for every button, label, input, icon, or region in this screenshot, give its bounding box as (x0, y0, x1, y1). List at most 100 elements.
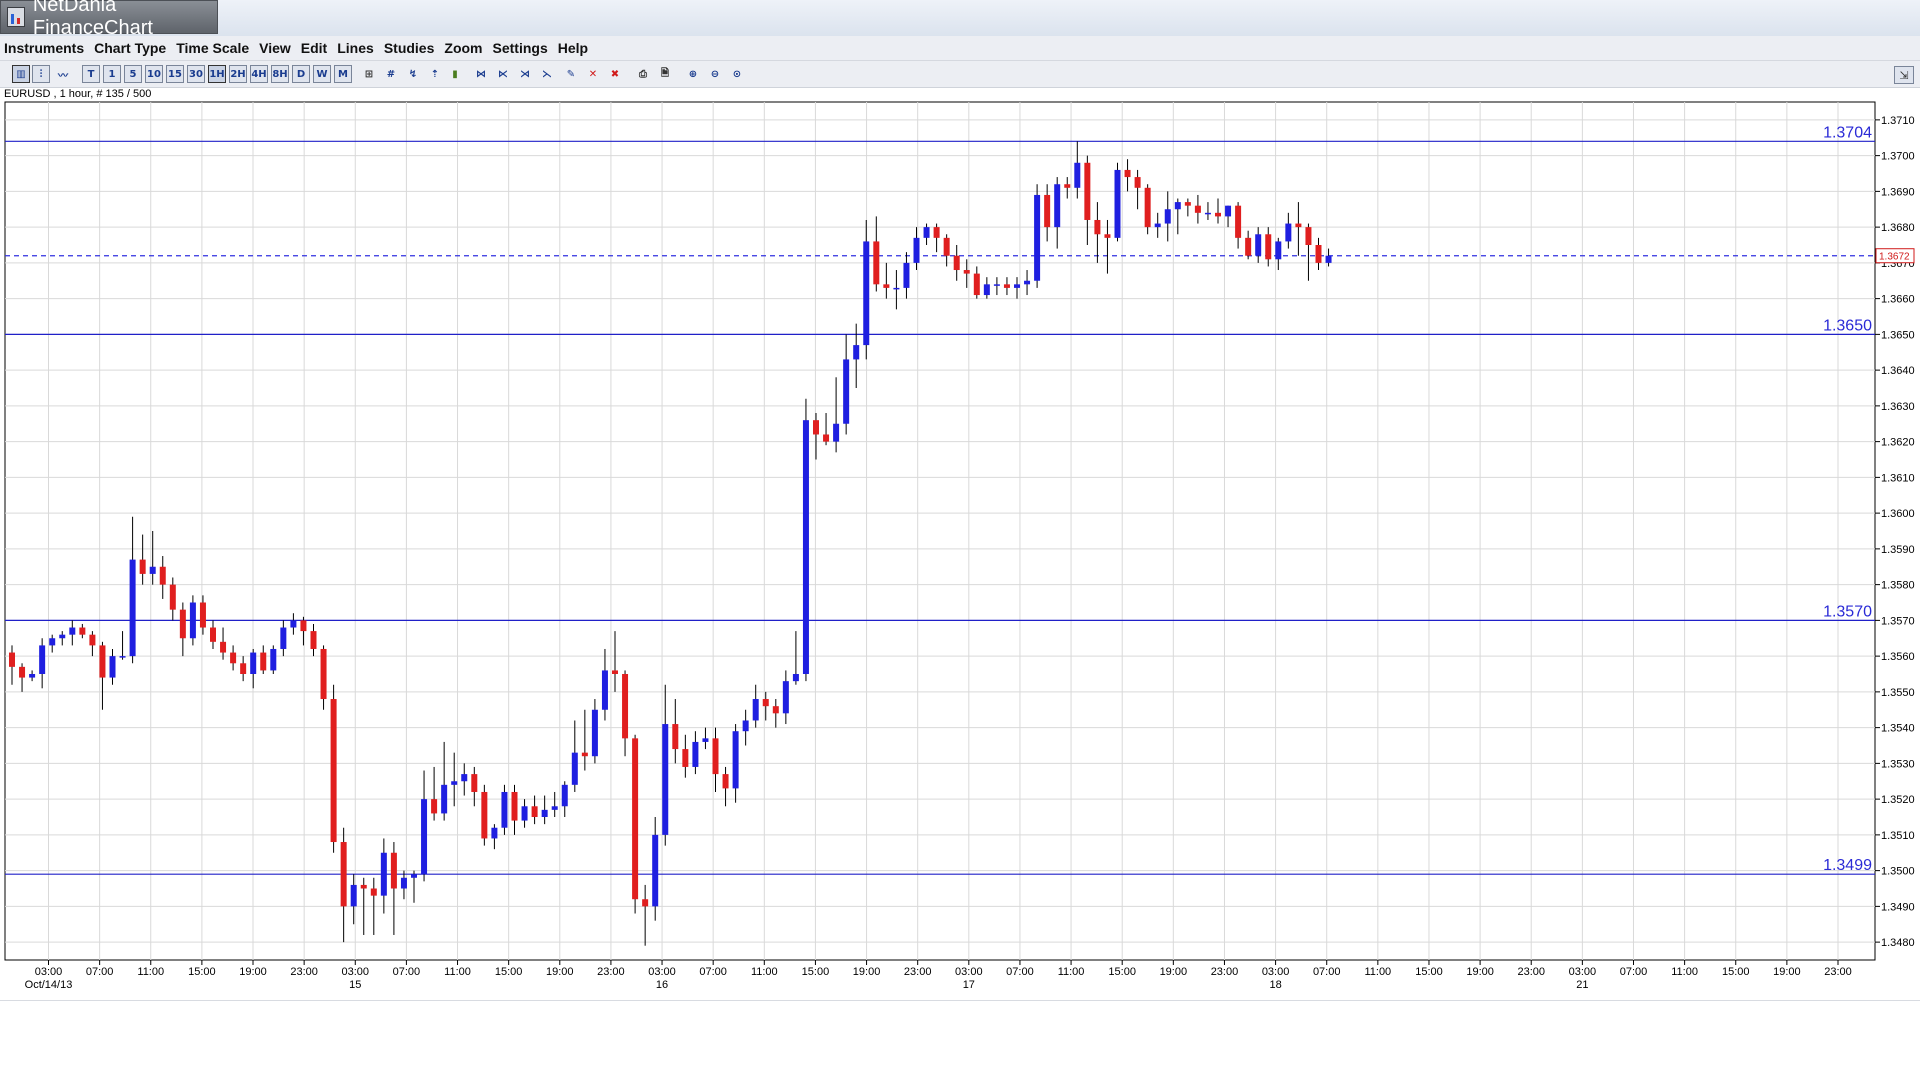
candle-body (923, 227, 930, 238)
zoom-out-icon[interactable]: ⊖ (710, 68, 720, 80)
candle-body (199, 602, 206, 628)
candle (1064, 177, 1071, 199)
x-tick-label: 15:00 (1415, 966, 1443, 978)
y-tick-label: 1.3510 (1881, 830, 1915, 842)
candle-body (762, 699, 769, 707)
chart-type-bars-icon[interactable]: ⫶ (32, 65, 50, 83)
timescale-5m-button[interactable]: 5 (124, 65, 142, 83)
crosshair-icon[interactable]: ⊞ (364, 68, 374, 80)
candle (240, 656, 247, 682)
timescale-30m-button[interactable]: 30 (187, 65, 205, 83)
candle-body (782, 681, 789, 714)
menu-zoom[interactable]: Zoom (444, 40, 483, 56)
candle-body (1104, 234, 1111, 238)
candle (893, 270, 900, 310)
candle (471, 766, 478, 807)
menu-help[interactable]: Help (557, 40, 589, 56)
draw-line-icon[interactable]: ↯ (408, 68, 418, 80)
candle-body (350, 884, 357, 907)
candle (370, 877, 377, 935)
menu-instruments[interactable]: Instruments (4, 40, 85, 56)
candle (692, 731, 699, 775)
candle (89, 631, 96, 657)
price-chart[interactable]: 1.3480 1.3490 1.3500 1.3510 1.3520 1.3530 1.35… (0, 0, 1920, 1000)
menu-edit[interactable]: Edit (300, 40, 328, 56)
x-tick-label: 23:00 (1211, 966, 1239, 978)
candle-body (1295, 223, 1302, 228)
candle-body (873, 241, 880, 285)
timescale-month-button[interactable]: M (334, 65, 352, 83)
y-tick-label: 1.3560 (1881, 651, 1915, 663)
detach-icon[interactable]: ⇲ (1894, 66, 1914, 84)
candle-body (692, 741, 699, 767)
candle-body (571, 752, 578, 785)
arc-icon[interactable]: ⋋ (542, 68, 552, 80)
timescale-week-button[interactable]: W (313, 65, 331, 83)
candle-body (1124, 169, 1131, 178)
candle-body (1325, 255, 1332, 263)
candle (642, 884, 649, 946)
candle (843, 334, 850, 435)
candle-body (913, 237, 920, 263)
candle (290, 613, 297, 635)
print-preview-icon[interactable]: 🗎 (660, 67, 670, 79)
x-tick-label: 11:00 (751, 966, 778, 978)
zoom-in-icon[interactable]: ⊕ (688, 68, 698, 80)
timescale-1m-button[interactable]: 1 (103, 65, 121, 83)
print-icon[interactable]: ⎙ (639, 68, 647, 80)
fibonacci-icon[interactable]: ⋈ (476, 68, 486, 80)
menu-view[interactable]: View (259, 40, 291, 56)
menu-chart-type[interactable]: Chart Type (94, 40, 167, 56)
x-tick-label: 15:00 (802, 966, 830, 978)
candle-body (431, 799, 438, 814)
delete-icon[interactable]: ✕ (588, 68, 598, 80)
volume-icon[interactable]: ▮ (452, 68, 458, 80)
candle-body (561, 784, 568, 807)
timescale-tick-button[interactable]: T (82, 65, 100, 83)
y-tick-label: 1.3680 (1881, 222, 1915, 234)
menu-lines[interactable]: Lines (337, 40, 374, 56)
timescale-day-button[interactable]: D (292, 65, 310, 83)
timescale-2h-button[interactable]: 2H (229, 65, 247, 83)
timescale-4h-button[interactable]: 4H (250, 65, 268, 83)
candle-body (983, 284, 990, 296)
candle (210, 620, 216, 649)
candle (320, 645, 327, 710)
x-tick-label: 03:00 (1569, 966, 1597, 978)
channel-icon[interactable]: ⋊ (520, 68, 530, 80)
candle (169, 577, 176, 621)
candle-body (893, 287, 900, 290)
delete-all-icon[interactable]: ✖ (610, 68, 620, 80)
candle (863, 219, 870, 360)
candle-body (833, 423, 840, 442)
candle-body (953, 255, 960, 271)
y-tick-label: 1.3630 (1881, 401, 1915, 413)
timescale-10m-button[interactable]: 10 (145, 65, 163, 83)
candle (1325, 248, 1332, 267)
fan-icon[interactable]: ⋉ (498, 68, 508, 80)
candle-body (1034, 194, 1041, 281)
candle (662, 684, 669, 846)
candle (49, 634, 56, 653)
candle (330, 684, 337, 853)
chart-type-candles-icon[interactable]: ▥ (12, 65, 30, 83)
timescale-15m-button[interactable]: 15 (166, 65, 184, 83)
timescale-1h-button[interactable]: 1H (208, 65, 226, 83)
candle-body (280, 627, 287, 649)
draw-trend-icon[interactable]: ⇡ (430, 68, 440, 80)
candle (581, 709, 588, 771)
x-tick-label: 15:00 (188, 966, 216, 978)
chart-type-line-icon[interactable]: 〰 (58, 70, 68, 82)
menu-time-scale[interactable]: Time Scale (176, 40, 250, 56)
candle-body (340, 842, 347, 907)
timescale-8h-button[interactable]: 8H (271, 65, 289, 83)
window-title-tab[interactable]: NetDania FinanceChart (0, 0, 218, 39)
pencil-icon[interactable]: ✎ (566, 68, 576, 80)
candle (230, 645, 237, 671)
menu-settings[interactable]: Settings (492, 40, 548, 56)
zoom-reset-icon[interactable]: ⊙ (732, 68, 742, 80)
grid-icon[interactable]: # (386, 68, 396, 80)
candle-body (1235, 205, 1242, 238)
candle-body (1094, 219, 1101, 235)
menu-studies[interactable]: Studies (383, 40, 435, 56)
